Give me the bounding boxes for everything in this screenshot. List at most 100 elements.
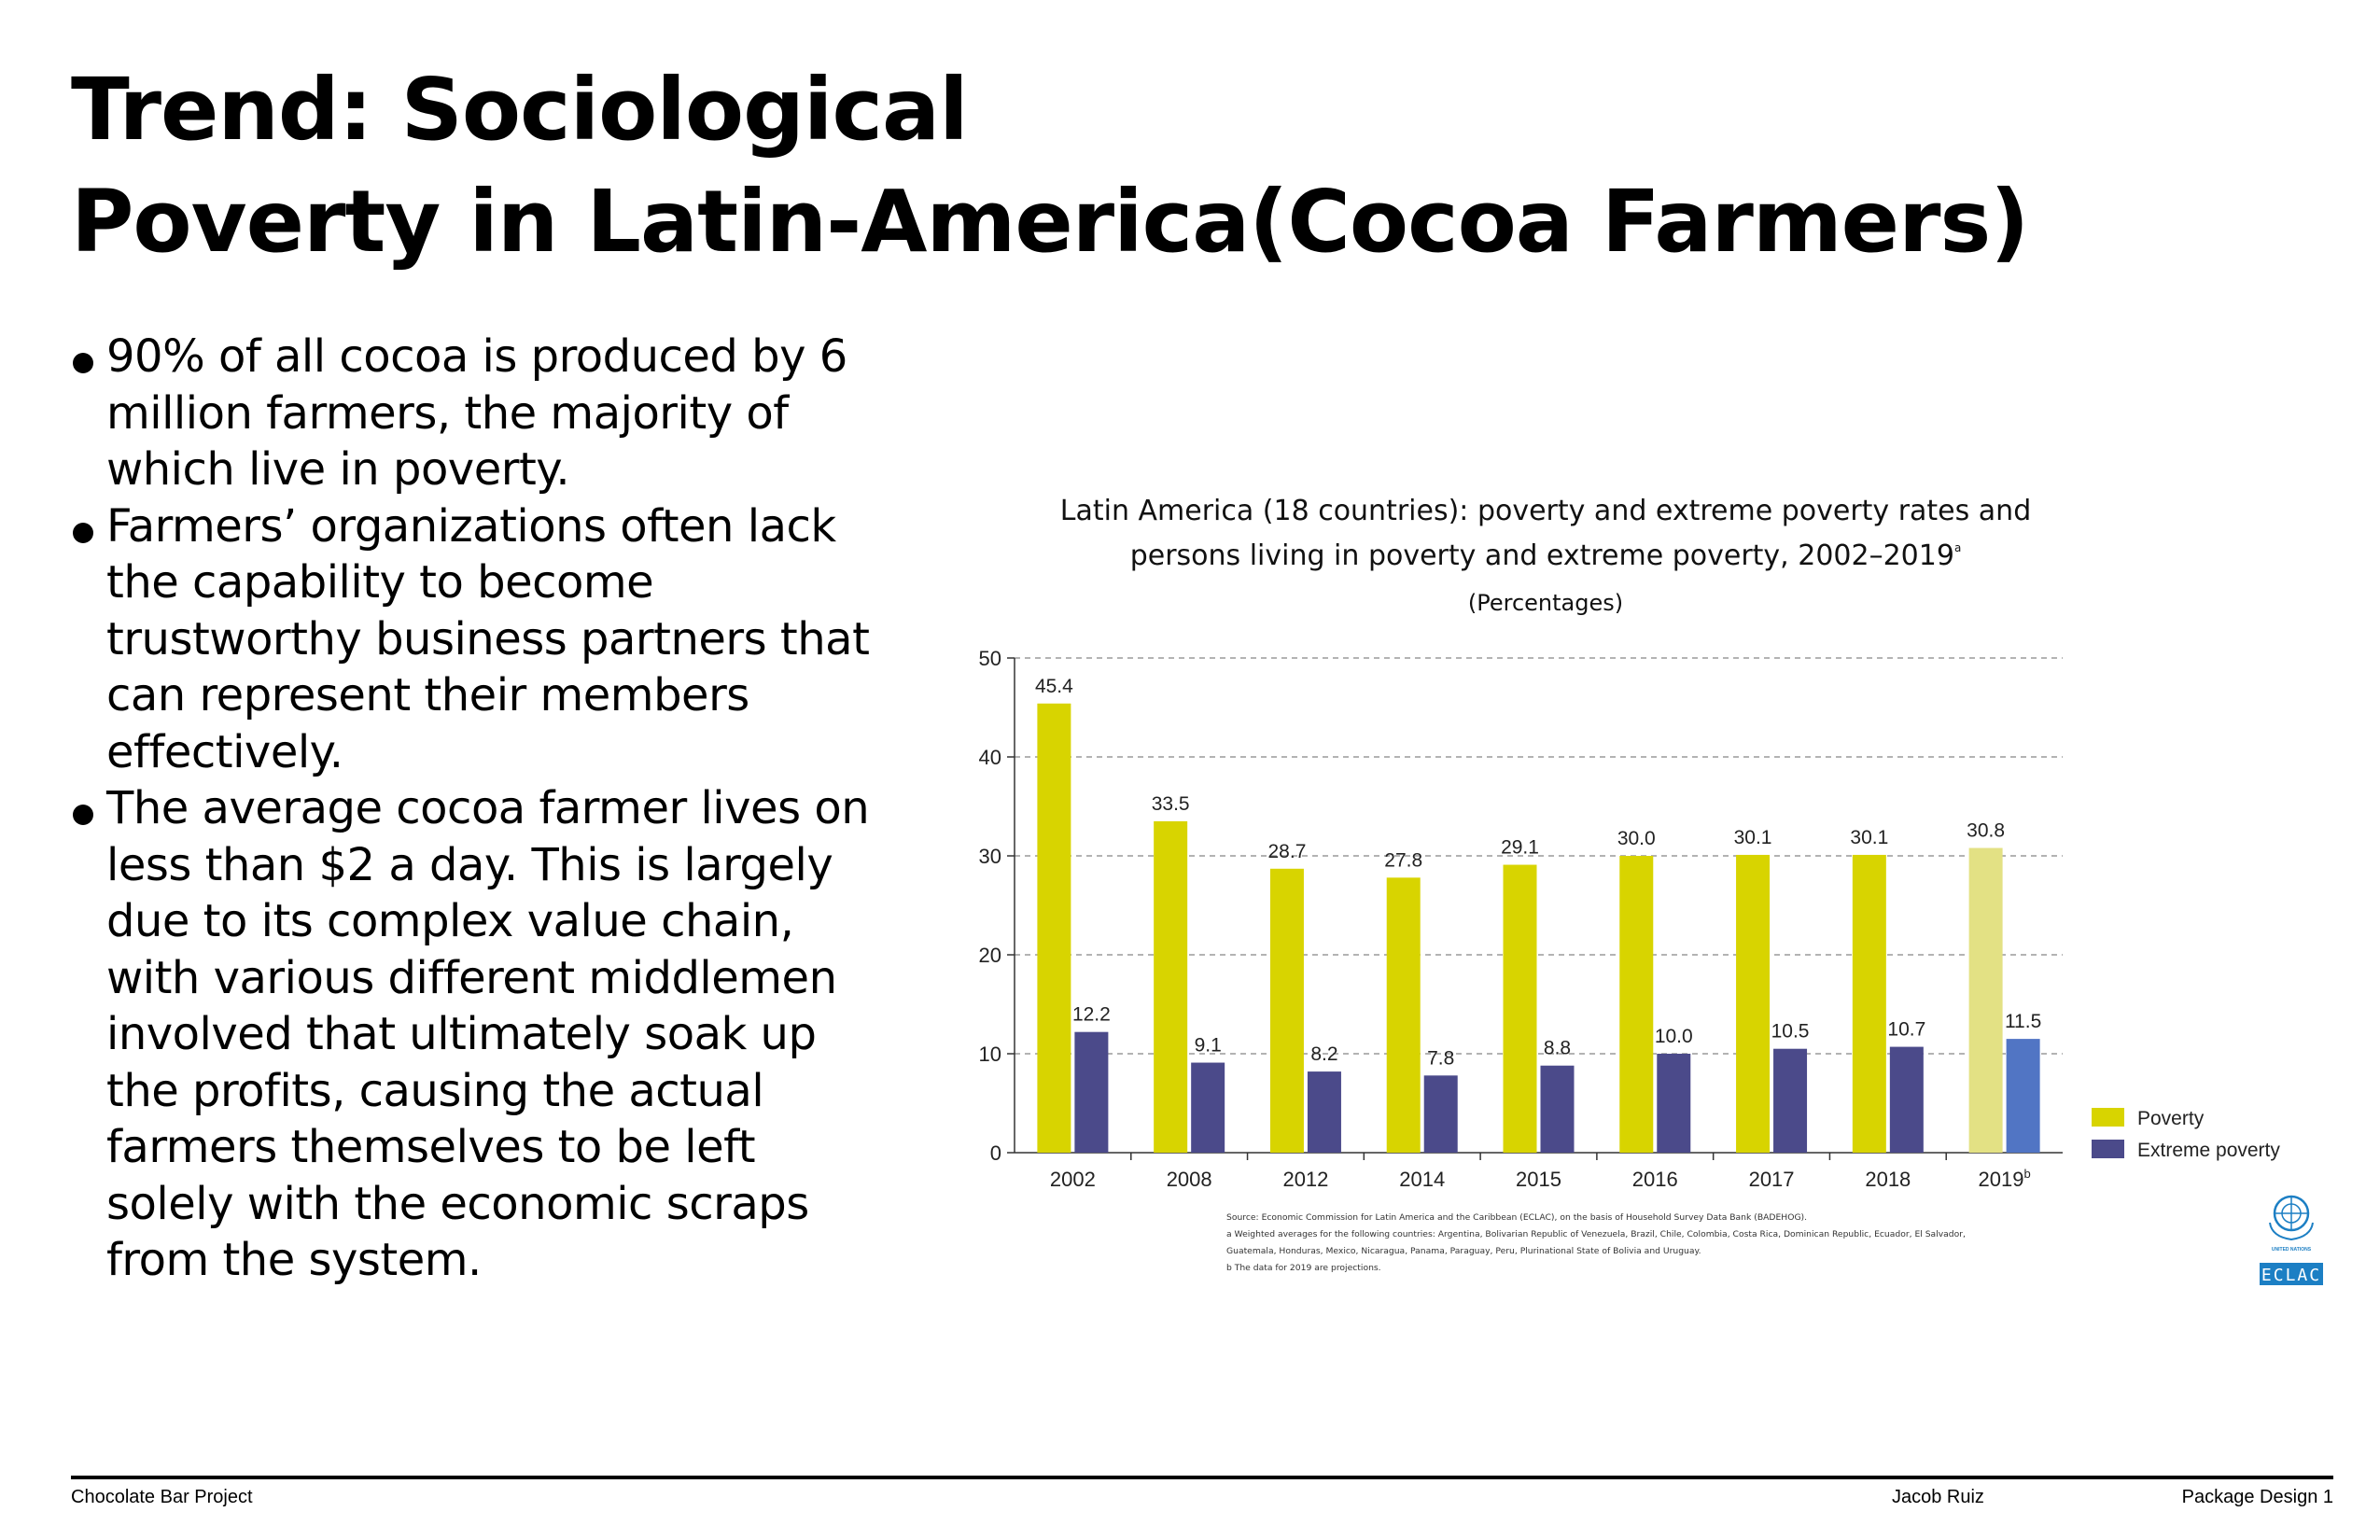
- x-tick-label: 2012: [1282, 1168, 1328, 1191]
- bullet-dot-icon: [73, 805, 93, 825]
- x-tick-label-marker: b: [2023, 1167, 2030, 1181]
- page-title: Trend: Sociological Poverty in Latin-Ame…: [71, 54, 2029, 278]
- bar-extreme-poverty: [1423, 1075, 1458, 1153]
- bullet-text: The average cocoa farmer lives on less t…: [106, 782, 870, 1286]
- x-tick-label-text: 2015: [1516, 1168, 1561, 1191]
- chart-axes: 0 10 20 30 40 50 2002 2008 2012 2014 2015 2016 2017 2…: [979, 647, 2063, 1191]
- x-tick-label-text: 2017: [1749, 1168, 1795, 1191]
- chart-title-line-1: Latin America (18 countries): poverty an…: [1060, 495, 2032, 527]
- chart-title-marker: a: [1954, 541, 1961, 554]
- data-label-poverty: 45.4: [1035, 676, 1073, 697]
- bar-poverty: [1037, 703, 1071, 1153]
- data-label-poverty: 33.5: [1152, 793, 1190, 815]
- footer-author: Jacob Ruiz: [1892, 1487, 1984, 1507]
- bar-extreme-poverty: [1657, 1054, 1691, 1153]
- x-tick-label-text: 2002: [1050, 1168, 1096, 1191]
- x-tick-label: 2019b: [1979, 1167, 2031, 1191]
- bar-extreme-poverty: [1074, 1031, 1109, 1153]
- data-label-poverty: 30.0: [1617, 828, 1656, 849]
- y-tick-label: 50: [979, 647, 1001, 670]
- title-line-1: Trend: Sociological: [71, 60, 969, 160]
- x-tick-label: 2014: [1399, 1168, 1445, 1191]
- x-tick-label: 2002: [1050, 1168, 1096, 1191]
- data-label-extreme-poverty: 10.0: [1655, 1026, 1693, 1047]
- data-label-extreme-poverty: 12.2: [1072, 1004, 1111, 1026]
- y-tick-label: 10: [979, 1043, 1001, 1066]
- data-label-poverty: 27.8: [1384, 849, 1422, 871]
- bullet-item: 90% of all cocoa is produced by 6 millio…: [71, 329, 892, 498]
- source-note-line: b The data for 2019 are projections.: [1226, 1263, 1381, 1273]
- data-label-extreme-poverty: 11.5: [2005, 1011, 2041, 1032]
- bar-poverty: [1154, 820, 1188, 1153]
- bullet-dot-icon: [73, 522, 93, 543]
- legend-swatch: [2092, 1108, 2124, 1127]
- bullet-text: 90% of all cocoa is produced by 6 millio…: [106, 330, 847, 496]
- x-tick-label: 2015: [1516, 1168, 1561, 1191]
- data-label-extreme-poverty: 7.8: [1427, 1047, 1454, 1069]
- bullet-item: Farmers’ organizations often lack the ca…: [71, 498, 892, 781]
- source-note-line: a Weighted averages for the following co…: [1226, 1229, 1966, 1239]
- bar-poverty: [1386, 877, 1421, 1153]
- chart-subtitle: (Percentages): [1468, 590, 1623, 616]
- bullet-text: Farmers’ organizations often lack the ca…: [106, 499, 870, 778]
- y-tick-label: 20: [979, 944, 1001, 967]
- legend-label: Extreme poverty: [2137, 1140, 2280, 1161]
- source-note-line: Source: Economic Commission for Latin Am…: [1226, 1212, 1807, 1223]
- logo-text: ECLAC: [2261, 1266, 2321, 1285]
- bar-extreme-poverty: [1889, 1046, 1924, 1153]
- x-tick-label-text: 2008: [1167, 1168, 1212, 1191]
- x-tick-label-text: 2019: [1979, 1168, 2024, 1191]
- footer-project: Chocolate Bar Project: [71, 1487, 253, 1507]
- chart-source-notes: Source: Economic Commission for Latin Am…: [1226, 1212, 1966, 1273]
- chart-figure: Latin America (18 countries): poverty an…: [933, 476, 2352, 1316]
- y-tick-label: 30: [979, 845, 1001, 868]
- eclac-logo: UNITED NATIONS ECLAC: [2260, 1195, 2323, 1285]
- x-tick-label-text: 2016: [1632, 1168, 1678, 1191]
- y-tick-label: 40: [979, 746, 1001, 769]
- logo-subtext: UNITED NATIONS: [2272, 1247, 2312, 1253]
- x-tick-label-text: 2014: [1399, 1168, 1445, 1191]
- data-label-poverty: 29.1: [1501, 837, 1539, 859]
- title-line-2: Poverty in Latin-America(Cocoa Farmers): [71, 172, 2029, 272]
- y-tick-label: 0: [990, 1141, 1001, 1165]
- x-tick-label-text: 2012: [1282, 1168, 1328, 1191]
- x-tick-label: 2017: [1749, 1168, 1795, 1191]
- data-label-extreme-poverty: 8.8: [1544, 1038, 1571, 1059]
- bar-poverty: [1968, 847, 2003, 1153]
- data-label-poverty: 30.1: [1850, 827, 1888, 848]
- data-label-extreme-poverty: 9.1: [1195, 1035, 1222, 1057]
- bar-poverty: [1852, 854, 1886, 1153]
- bar-extreme-poverty: [1540, 1065, 1575, 1153]
- legend-label: Poverty: [2137, 1108, 2205, 1129]
- chart-legend: Poverty Extreme poverty: [2092, 1108, 2280, 1161]
- legend-swatch: [2092, 1140, 2124, 1158]
- chart-title-line-2: persons living in poverty and extreme po…: [1130, 539, 1962, 572]
- bar-poverty: [1269, 868, 1304, 1153]
- bar-extreme-poverty: [1773, 1048, 1808, 1153]
- bar-poverty: [1736, 854, 1771, 1153]
- bullet-list: 90% of all cocoa is produced by 6 millio…: [71, 329, 892, 1289]
- bullet-dot-icon: [73, 353, 93, 373]
- chart-bars: [1037, 703, 2040, 1153]
- bar-poverty: [1503, 864, 1537, 1153]
- bar-extreme-poverty: [2006, 1039, 2040, 1153]
- bar-poverty: [1619, 856, 1654, 1153]
- source-note-line: Guatemala, Honduras, Mexico, Nicaragua, …: [1226, 1246, 1701, 1256]
- x-tick-label-text: 2018: [1865, 1168, 1911, 1191]
- bar-extreme-poverty: [1191, 1062, 1225, 1153]
- bullet-item: The average cocoa farmer lives on less t…: [71, 780, 892, 1289]
- un-emblem-icon: [2269, 1195, 2314, 1241]
- bar-extreme-poverty: [1307, 1071, 1341, 1153]
- logo-box: [2260, 1263, 2323, 1285]
- footer-divider: [71, 1476, 2333, 1479]
- data-label-extreme-poverty: 10.5: [1771, 1021, 1810, 1043]
- x-tick-label: 2008: [1167, 1168, 1212, 1191]
- data-label-extreme-poverty: 8.2: [1310, 1043, 1337, 1065]
- data-label-poverty: 30.8: [1967, 820, 2005, 842]
- chart-data-labels: 45.4 12.2 33.5 9.1 28.7 8.2 27.8 7.8 29.1 8.8 30.0…: [1035, 676, 2041, 1070]
- poverty-bar-chart: Latin America (18 countries): poverty an…: [979, 495, 2323, 1285]
- chart-title-line-2-text: persons living in poverty and extreme po…: [1130, 539, 1954, 572]
- x-tick-label: 2018: [1865, 1168, 1911, 1191]
- data-label-extreme-poverty: 10.7: [1887, 1019, 1925, 1041]
- data-label-poverty: 30.1: [1734, 827, 1772, 848]
